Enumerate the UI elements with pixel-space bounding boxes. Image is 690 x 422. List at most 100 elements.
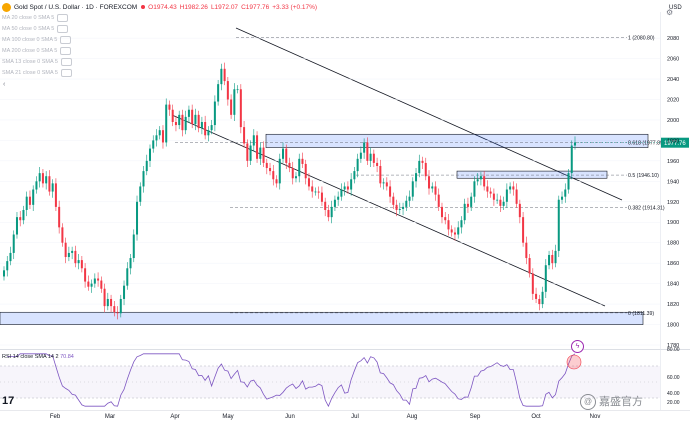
candle-body <box>80 260 83 269</box>
candle-body <box>421 160 424 163</box>
currency-label[interactable]: USD <box>669 5 682 11</box>
gear-icon[interactable]: ⚙ <box>666 8 674 17</box>
candle-body <box>45 176 48 184</box>
candle-body <box>87 281 90 287</box>
candle-body <box>155 135 158 141</box>
candle-body <box>136 201 139 235</box>
last-price-label: 1977.76 <box>664 141 686 147</box>
candle-body <box>168 104 171 110</box>
eye-icon[interactable] <box>60 36 72 44</box>
indicator-ma-50[interactable]: MA 50 close 0 SMA 5 <box>2 25 69 33</box>
candle-body <box>444 217 447 221</box>
candle-body <box>551 254 554 264</box>
candle-body <box>525 242 528 259</box>
candle-body <box>265 162 268 169</box>
indicator-label: MA 100 close 0 SMA 5 <box>2 37 58 43</box>
price-zone <box>265 133 649 148</box>
rsi-legend[interactable]: RSI 14 close SMA 14 2 70.84 <box>2 354 74 360</box>
candle-body <box>28 196 31 205</box>
eye-icon[interactable] <box>60 47 72 55</box>
candle-body <box>256 135 259 159</box>
flash-icon[interactable]: ϟ <box>571 340 584 353</box>
candle-body <box>486 186 489 192</box>
rsi-tick-label: 20.00 <box>667 400 680 406</box>
watermark: @ 嘉盛官方 <box>580 393 643 411</box>
candle-body <box>58 206 61 228</box>
candle-body <box>288 162 291 169</box>
fib-level-label: 0 (1811.39) <box>628 311 654 317</box>
candle-body <box>97 278 100 281</box>
candle-body <box>32 189 35 205</box>
indicator-sma-13[interactable]: SMA 13 close 0 SMA 5 <box>2 58 72 66</box>
candle-body <box>178 114 181 126</box>
time-tick-label: Aug <box>407 414 418 420</box>
collapse-indicators-icon[interactable]: ‹ <box>3 81 6 88</box>
candle-body <box>64 242 67 258</box>
eye-icon[interactable] <box>57 14 69 22</box>
candle-body <box>113 306 116 313</box>
candle-body <box>405 200 408 207</box>
candle-body <box>139 186 142 202</box>
candle-body <box>509 186 512 190</box>
candle-body <box>505 189 508 202</box>
indicator-ma-200[interactable]: MA 200 close 0 SMA 5 <box>2 47 72 55</box>
time-tick-label: Feb <box>50 414 61 420</box>
candle-body <box>502 201 505 206</box>
candle-body <box>210 125 213 131</box>
candle-body <box>67 252 70 258</box>
candle-body <box>437 194 440 207</box>
candle-body <box>372 153 375 163</box>
fib-level-label: 0.382 (1914.31) <box>628 206 665 212</box>
candle-body <box>191 109 194 125</box>
eye-icon[interactable] <box>57 25 69 33</box>
indicator-sma-21[interactable]: SMA 21 close 0 SMA 5 <box>2 69 72 77</box>
time-tick-label: Jul <box>351 414 359 420</box>
candle-body <box>470 196 473 207</box>
candle-body <box>320 192 323 202</box>
candle-body <box>275 179 278 184</box>
candle-body <box>385 182 388 187</box>
candle-body <box>145 160 148 172</box>
candle-body <box>243 127 246 144</box>
rsi-tick-label: 60.00 <box>667 375 680 381</box>
eye-icon[interactable] <box>60 69 72 77</box>
candle-body <box>564 189 567 197</box>
open-value: O1974.43 <box>148 3 177 11</box>
candle-body <box>307 178 310 187</box>
candle-body <box>181 114 184 131</box>
candle-body <box>9 252 12 262</box>
candle-body <box>457 227 460 235</box>
indicator-ma-20[interactable]: MA 20 close 0 SMA 5 <box>2 14 69 22</box>
candle-body <box>492 193 495 200</box>
gold-symbol-icon <box>2 2 11 12</box>
candle-body <box>278 158 281 184</box>
candle-body <box>252 135 255 146</box>
candle-body <box>262 147 265 163</box>
rsi-label: RSI 14 close SMA 14 2 <box>2 354 59 360</box>
candle-body <box>126 268 129 286</box>
candle-body <box>561 196 564 200</box>
candle-body <box>285 148 288 163</box>
candle-body <box>158 130 161 136</box>
candle-body <box>54 183 57 207</box>
eye-icon[interactable] <box>60 58 72 66</box>
candle-body <box>236 89 239 91</box>
candle-body <box>382 182 385 184</box>
candle-body <box>515 189 518 204</box>
candle-body <box>194 114 197 125</box>
price-tick-label: 1840 <box>667 282 679 288</box>
candle-body <box>12 234 15 253</box>
indicator-ma-100[interactable]: MA 100 close 0 SMA 5 <box>2 36 72 44</box>
symbol-title[interactable]: Gold Spot / U.S. Dollar · 1D · FOREXCOM <box>14 3 138 11</box>
price-tick-label: 1880 <box>667 241 679 247</box>
time-tick-label: Oct <box>531 414 541 420</box>
candle-body <box>369 153 372 161</box>
watermark-text: 嘉盛官方 <box>599 396 643 408</box>
indicator-label: SMA 13 close 0 SMA 5 <box>2 59 58 65</box>
candle-body <box>249 145 252 161</box>
candle-body <box>408 196 411 201</box>
time-tick-label: Sep <box>470 414 481 420</box>
candle-body <box>531 273 534 294</box>
candle-body <box>22 209 25 221</box>
